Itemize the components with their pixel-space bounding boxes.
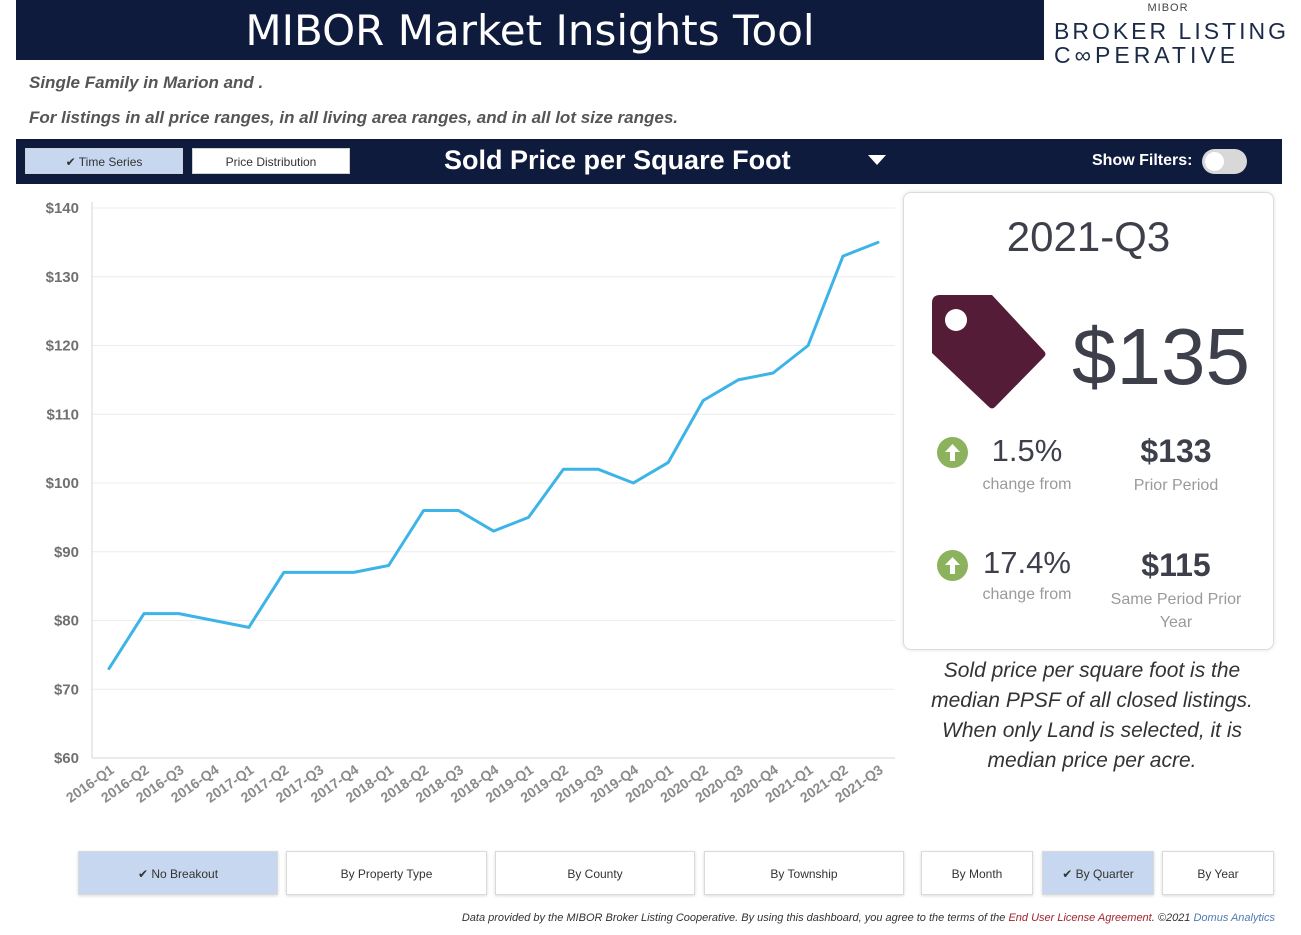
chevron-down-icon[interactable]	[868, 155, 886, 165]
data-point[interactable]	[278, 566, 290, 578]
footer: Data provided by the MIBOR Broker Listin…	[462, 912, 1275, 924]
prior-year-label-line-2: Year	[1159, 614, 1193, 631]
prior-year-value: $115	[1141, 547, 1211, 583]
y-tick-label: $70	[54, 681, 79, 698]
by-county-button[interactable]: By County	[495, 851, 695, 895]
logo-line-2: C∞PERATIVE	[1054, 42, 1240, 68]
y-tick-label: $120	[46, 338, 79, 355]
prior-year-label-line-1: Same Period Prior	[1110, 591, 1242, 608]
data-point[interactable]	[697, 395, 709, 407]
data-point[interactable]	[802, 340, 814, 352]
y-tick-label: $140	[46, 200, 79, 217]
y-tick-label: $130	[46, 269, 79, 286]
metric-description: Sold price per square foot is the median…	[912, 656, 1272, 776]
data-point[interactable]	[453, 505, 465, 517]
eula-link[interactable]: End User License Agreement	[1008, 912, 1152, 924]
price-distribution-button[interactable]: Price Distribution	[192, 148, 350, 174]
by-township-button[interactable]: By Township	[704, 851, 904, 895]
metric-title: Sold Price per Square Foot	[444, 145, 791, 175]
data-point[interactable]	[662, 456, 674, 468]
footer-text: Data provided by the MIBOR Broker Listin…	[461, 912, 1009, 924]
change-pct-prior-year: 17.4%	[983, 545, 1071, 580]
show-filters-label: Show Filters:	[1092, 152, 1193, 169]
change-from-label-1: change from	[982, 476, 1072, 493]
logo-small-text: MIBOR	[1147, 2, 1189, 14]
y-tick-label: $60	[54, 750, 79, 767]
data-point[interactable]	[557, 463, 569, 475]
line-chart: $60$70$80$90$100$110$120$130$140 2016-Q1…	[46, 200, 895, 806]
period-label: 2021-Q3	[1006, 213, 1171, 260]
time-series-button[interactable]: ✔ Time Series	[25, 148, 183, 174]
y-tick-label: $90	[54, 544, 79, 561]
y-tick-label: $110	[46, 406, 79, 423]
data-point[interactable]	[418, 505, 430, 517]
no-breakout-button[interactable]: ✔ No Breakout	[78, 851, 278, 895]
note-line: When only Land is selected, it is	[942, 719, 1242, 742]
prior-year-label: Same Period Prior Year	[1102, 588, 1250, 634]
current-value: $135	[1072, 312, 1250, 401]
arrow-up-icon	[937, 437, 968, 468]
data-point[interactable]	[103, 663, 115, 675]
prior-period-value: $133	[1140, 433, 1212, 469]
by-property-type-button[interactable]: By Property Type	[286, 851, 487, 895]
by-month-button[interactable]: By Month	[921, 851, 1033, 895]
by-year-button[interactable]: By Year	[1162, 851, 1274, 895]
data-point[interactable]	[348, 566, 360, 578]
by-quarter-button[interactable]: ✔ By Quarter	[1042, 851, 1154, 895]
data-point[interactable]	[488, 525, 500, 537]
kpi-card: 2021-Q3 $135 1.5% change from $133 Prior…	[903, 192, 1274, 650]
data-point[interactable]	[313, 566, 325, 578]
logo-line-1: BROKER LISTING	[1054, 18, 1289, 44]
data-point[interactable]	[627, 477, 639, 489]
data-point[interactable]	[243, 621, 255, 633]
change-from-label-2: change from	[982, 586, 1072, 603]
data-point[interactable]	[383, 560, 395, 572]
arrow-up-icon	[937, 550, 968, 581]
page-title: MIBOR Market Insights Tool	[245, 6, 815, 55]
change-pct-prior-period: 1.5%	[991, 433, 1063, 468]
footer-copyright: . ©2021	[1151, 912, 1194, 924]
show-filters-toggle[interactable]	[1202, 149, 1247, 174]
data-point[interactable]	[522, 511, 534, 523]
prior-period-label: Prior Period	[1133, 477, 1219, 494]
y-tick-label: $80	[54, 613, 79, 630]
toggle-knob	[1205, 152, 1224, 171]
note-line: median price per acre.	[987, 749, 1197, 772]
price-tag-icon	[932, 295, 1046, 409]
note-line: Sold price per square foot is the	[943, 659, 1241, 682]
data-point[interactable]	[138, 608, 150, 620]
note-line: median PPSF of all closed listings.	[931, 689, 1253, 712]
data-point[interactable]	[592, 463, 604, 475]
domus-link[interactable]: Domus Analytics	[1193, 912, 1275, 924]
data-point[interactable]	[767, 367, 779, 379]
data-point[interactable]	[732, 374, 744, 386]
toolbar: ✔ Time Series Price Distribution Sold Pr…	[16, 139, 1282, 184]
data-point[interactable]	[208, 615, 220, 627]
data-point[interactable]	[872, 236, 884, 248]
data-point[interactable]	[173, 608, 185, 620]
title-bar: MIBOR Market Insights Tool	[16, 0, 1044, 60]
brand-logo: MIBOR BROKER LISTING C∞PERATIVE	[1048, 0, 1288, 70]
y-tick-label: $100	[46, 475, 79, 492]
subtitle-ranges: For listings in all price ranges, in all…	[29, 108, 679, 127]
subtitle-property: Single Family in Marion and .	[29, 73, 264, 92]
data-point[interactable]	[837, 250, 849, 262]
series-line	[107, 240, 880, 671]
